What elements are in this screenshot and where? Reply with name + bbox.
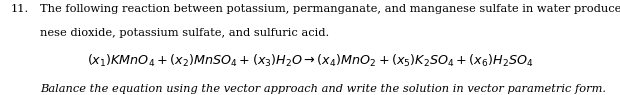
Text: 11.: 11. xyxy=(11,4,29,14)
Text: nese dioxide, potassium sulfate, and sulfuric acid.: nese dioxide, potassium sulfate, and sul… xyxy=(40,28,330,38)
Text: The following reaction between potassium, permanganate, and manganese sulfate in: The following reaction between potassium… xyxy=(40,4,620,14)
Text: $(x_1)KMnO_4 + (x_2)MnSO_4 + (x_3)H_2O \rightarrow (x_4)MnO_2 + (x_5)K_2SO_4 + (: $(x_1)KMnO_4 + (x_2)MnSO_4 + (x_3)H_2O \… xyxy=(87,53,533,69)
Text: Balance the equation using the vector approach and write the solution in vector : Balance the equation using the vector ap… xyxy=(40,84,606,94)
